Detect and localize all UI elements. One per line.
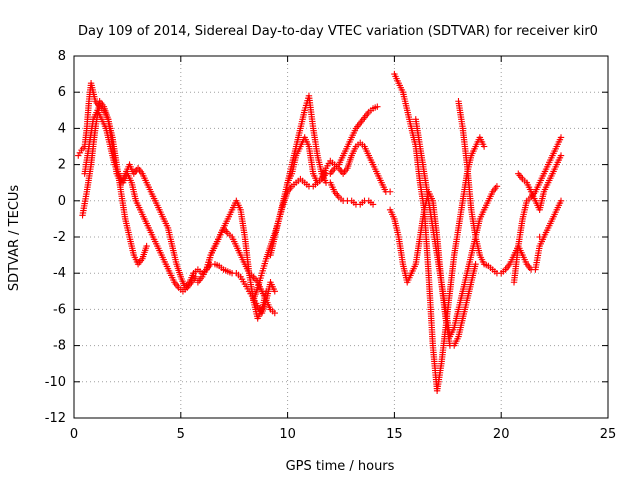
data-point — [557, 152, 565, 159]
x-tick-label: 5 — [177, 427, 185, 442]
data-point — [557, 134, 565, 141]
x-tick-label: 25 — [600, 427, 617, 442]
data-point — [493, 183, 501, 190]
y-axis-label: SDTVAR / TECUs — [7, 185, 22, 292]
data-point — [263, 288, 270, 295]
y-tick-label: 0 — [58, 194, 66, 209]
y-tick-label: 2 — [58, 158, 66, 173]
data-series — [510, 134, 565, 286]
data-series — [203, 197, 270, 322]
y-tick-label: 6 — [58, 85, 66, 100]
data-points — [75, 70, 565, 395]
data-point — [192, 273, 199, 281]
y-tick-label: -4 — [53, 266, 66, 281]
x-tick-label: 15 — [386, 427, 403, 442]
data-point — [374, 103, 381, 110]
data-point — [271, 288, 278, 295]
y-tick-label: -12 — [45, 411, 66, 426]
data-point — [386, 188, 394, 195]
y-tick-label: -6 — [53, 302, 66, 317]
data-point — [480, 143, 488, 150]
chart-title: Day 109 of 2014, Sidereal Day-to-day VTE… — [78, 24, 598, 39]
y-tick-label: -10 — [45, 375, 66, 390]
data-series — [284, 134, 394, 195]
y-tick-label: -2 — [53, 230, 66, 245]
grid-lines — [74, 56, 608, 418]
data-series — [267, 92, 377, 259]
data-series — [515, 152, 565, 214]
data-series — [250, 103, 381, 304]
x-tick-label: 0 — [70, 427, 78, 442]
y-tick-label: -8 — [53, 339, 66, 354]
data-point — [271, 309, 278, 317]
data-series — [455, 98, 548, 277]
data-point — [557, 197, 565, 204]
data-series — [81, 107, 199, 295]
x-tick-label: 20 — [493, 427, 510, 442]
x-tick-label: 10 — [279, 427, 296, 442]
data-point — [369, 201, 377, 208]
y-tick-label: 8 — [58, 49, 66, 64]
data-point — [472, 260, 479, 268]
data-series — [536, 197, 565, 241]
y-tick-label: 4 — [58, 121, 66, 136]
data-point — [143, 242, 150, 250]
x-axis-label: GPS time / hours — [286, 459, 395, 474]
